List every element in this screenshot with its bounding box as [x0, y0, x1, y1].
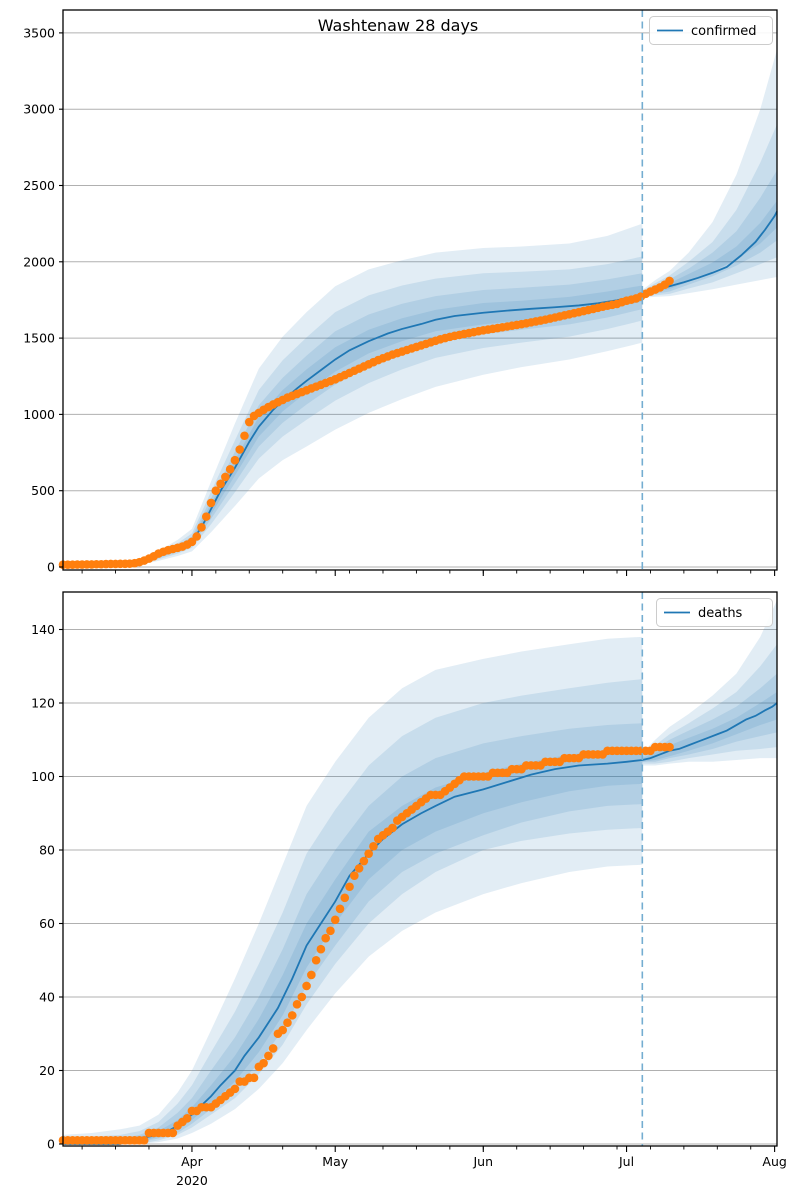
actual-data-point — [230, 1084, 240, 1094]
actual-data-point — [197, 523, 206, 532]
forecast-band-level-2 — [642, 170, 777, 296]
hindcast-band-level-1 — [63, 285, 643, 567]
y-tick-label: 1500 — [23, 331, 55, 346]
y-tick-label: 3000 — [23, 102, 55, 117]
legend-label-deaths: deaths — [698, 606, 743, 621]
actual-data-point — [292, 1000, 302, 1009]
actual-data-point — [268, 1044, 278, 1053]
actual-data-point — [230, 455, 240, 465]
actual-data-point — [388, 823, 397, 833]
legend-frame — [656, 598, 773, 627]
y-tick-label: 1000 — [23, 407, 55, 422]
actual-data-point — [302, 981, 311, 991]
actual-data-point — [225, 465, 235, 474]
x-tick-label: Apr — [181, 1154, 203, 1169]
actual-data-point — [340, 893, 350, 903]
actual-data-point — [240, 431, 249, 441]
y-tick-label: 140 — [31, 622, 55, 637]
actual-data-point — [168, 1128, 178, 1138]
actual-data-point — [330, 915, 340, 925]
actual-data-point — [249, 1073, 259, 1083]
actual-data-point — [345, 882, 354, 892]
forecast-band-level-4 — [642, 600, 777, 766]
x-tick-label: Aug — [762, 1154, 786, 1169]
actual-data-point — [326, 926, 335, 936]
y-tick-label: 2000 — [23, 254, 55, 269]
actual-data-point — [192, 532, 202, 541]
actual-data-point — [264, 1051, 273, 1061]
x-tick-label: Jul — [618, 1154, 634, 1169]
actual-data-point — [359, 856, 369, 866]
actual-data-point — [350, 871, 359, 881]
hindcast-band-level-4 — [63, 223, 643, 567]
axes-spines — [62, 9, 778, 571]
actual-data-point — [221, 472, 230, 482]
x-axis-year-label: 2020 — [176, 1173, 208, 1188]
actual-data-point — [354, 864, 364, 873]
y-tick-label: 120 — [31, 696, 55, 711]
actual-data-point — [182, 1113, 192, 1123]
forecast-band-level-3 — [642, 644, 777, 764]
actual-data-point — [206, 498, 216, 508]
legend-frame — [649, 16, 773, 45]
forecast-band-level-1 — [642, 691, 777, 762]
hindcast-band-level-3 — [63, 679, 643, 1144]
forecast-band-level-2 — [642, 673, 777, 762]
actual-data-point — [297, 992, 307, 1002]
actual-data-point — [211, 486, 221, 495]
actual-data-point — [307, 970, 316, 980]
actual-data-point — [321, 933, 330, 943]
figure-title: Washtenaw 28 days — [318, 16, 479, 35]
actual-data-point — [287, 1011, 297, 1020]
y-tick-label: 20 — [39, 1063, 55, 1078]
actual-data-point — [235, 445, 245, 454]
x-tick-label: May — [322, 1154, 348, 1169]
confirmed-chart: 0 500 1000 1500 2000 2500 3000 3500 — [23, 9, 778, 576]
hindcast-band-level-2 — [63, 273, 643, 567]
actual-data-point — [311, 955, 321, 965]
y-tick-label: 500 — [31, 483, 55, 498]
forecast-band-level-4 — [642, 49, 777, 298]
actual-data-point — [139, 1136, 149, 1145]
y-tick-label: 60 — [39, 916, 55, 931]
actual-data-point — [665, 742, 674, 752]
hindcast-band-level-4 — [63, 636, 643, 1144]
actual-data-point — [316, 944, 326, 954]
y-tick-label: 40 — [39, 990, 55, 1005]
actual-data-point — [364, 849, 373, 858]
y-tick-label: 0 — [47, 1137, 55, 1152]
y-tick-label: 0 — [47, 560, 55, 575]
actual-data-point — [369, 842, 378, 851]
hindcast-band-level-1 — [63, 748, 643, 1144]
actual-data-point — [278, 1025, 287, 1035]
actual-data-point — [259, 1058, 268, 1068]
actual-data-point — [283, 1018, 292, 1028]
deaths-chart: 0 20 40 60 80 100 120 140 Apr May Jun Jul Aug 2020 — [31, 591, 787, 1188]
legend-label-confirmed: confirmed — [691, 24, 757, 39]
axes-spines — [62, 591, 778, 1147]
y-tick-label: 100 — [31, 769, 55, 784]
deaths-legend: deaths — [656, 598, 773, 627]
x-tick-label: Jun — [473, 1154, 494, 1169]
actual-data-point — [201, 512, 211, 521]
y-tick-label: 80 — [39, 843, 55, 858]
actual-data-point — [244, 417, 254, 427]
y-tick-label: 2500 — [23, 178, 55, 193]
hindcast-band-level-3 — [63, 256, 643, 567]
confirmed-legend: confirmed — [649, 16, 773, 45]
hindcast-band-level-2 — [63, 723, 643, 1144]
actual-data-point — [335, 904, 345, 914]
actual-data-point — [665, 276, 674, 286]
y-tick-label: 3500 — [23, 25, 55, 40]
actual-data-point — [216, 479, 225, 489]
